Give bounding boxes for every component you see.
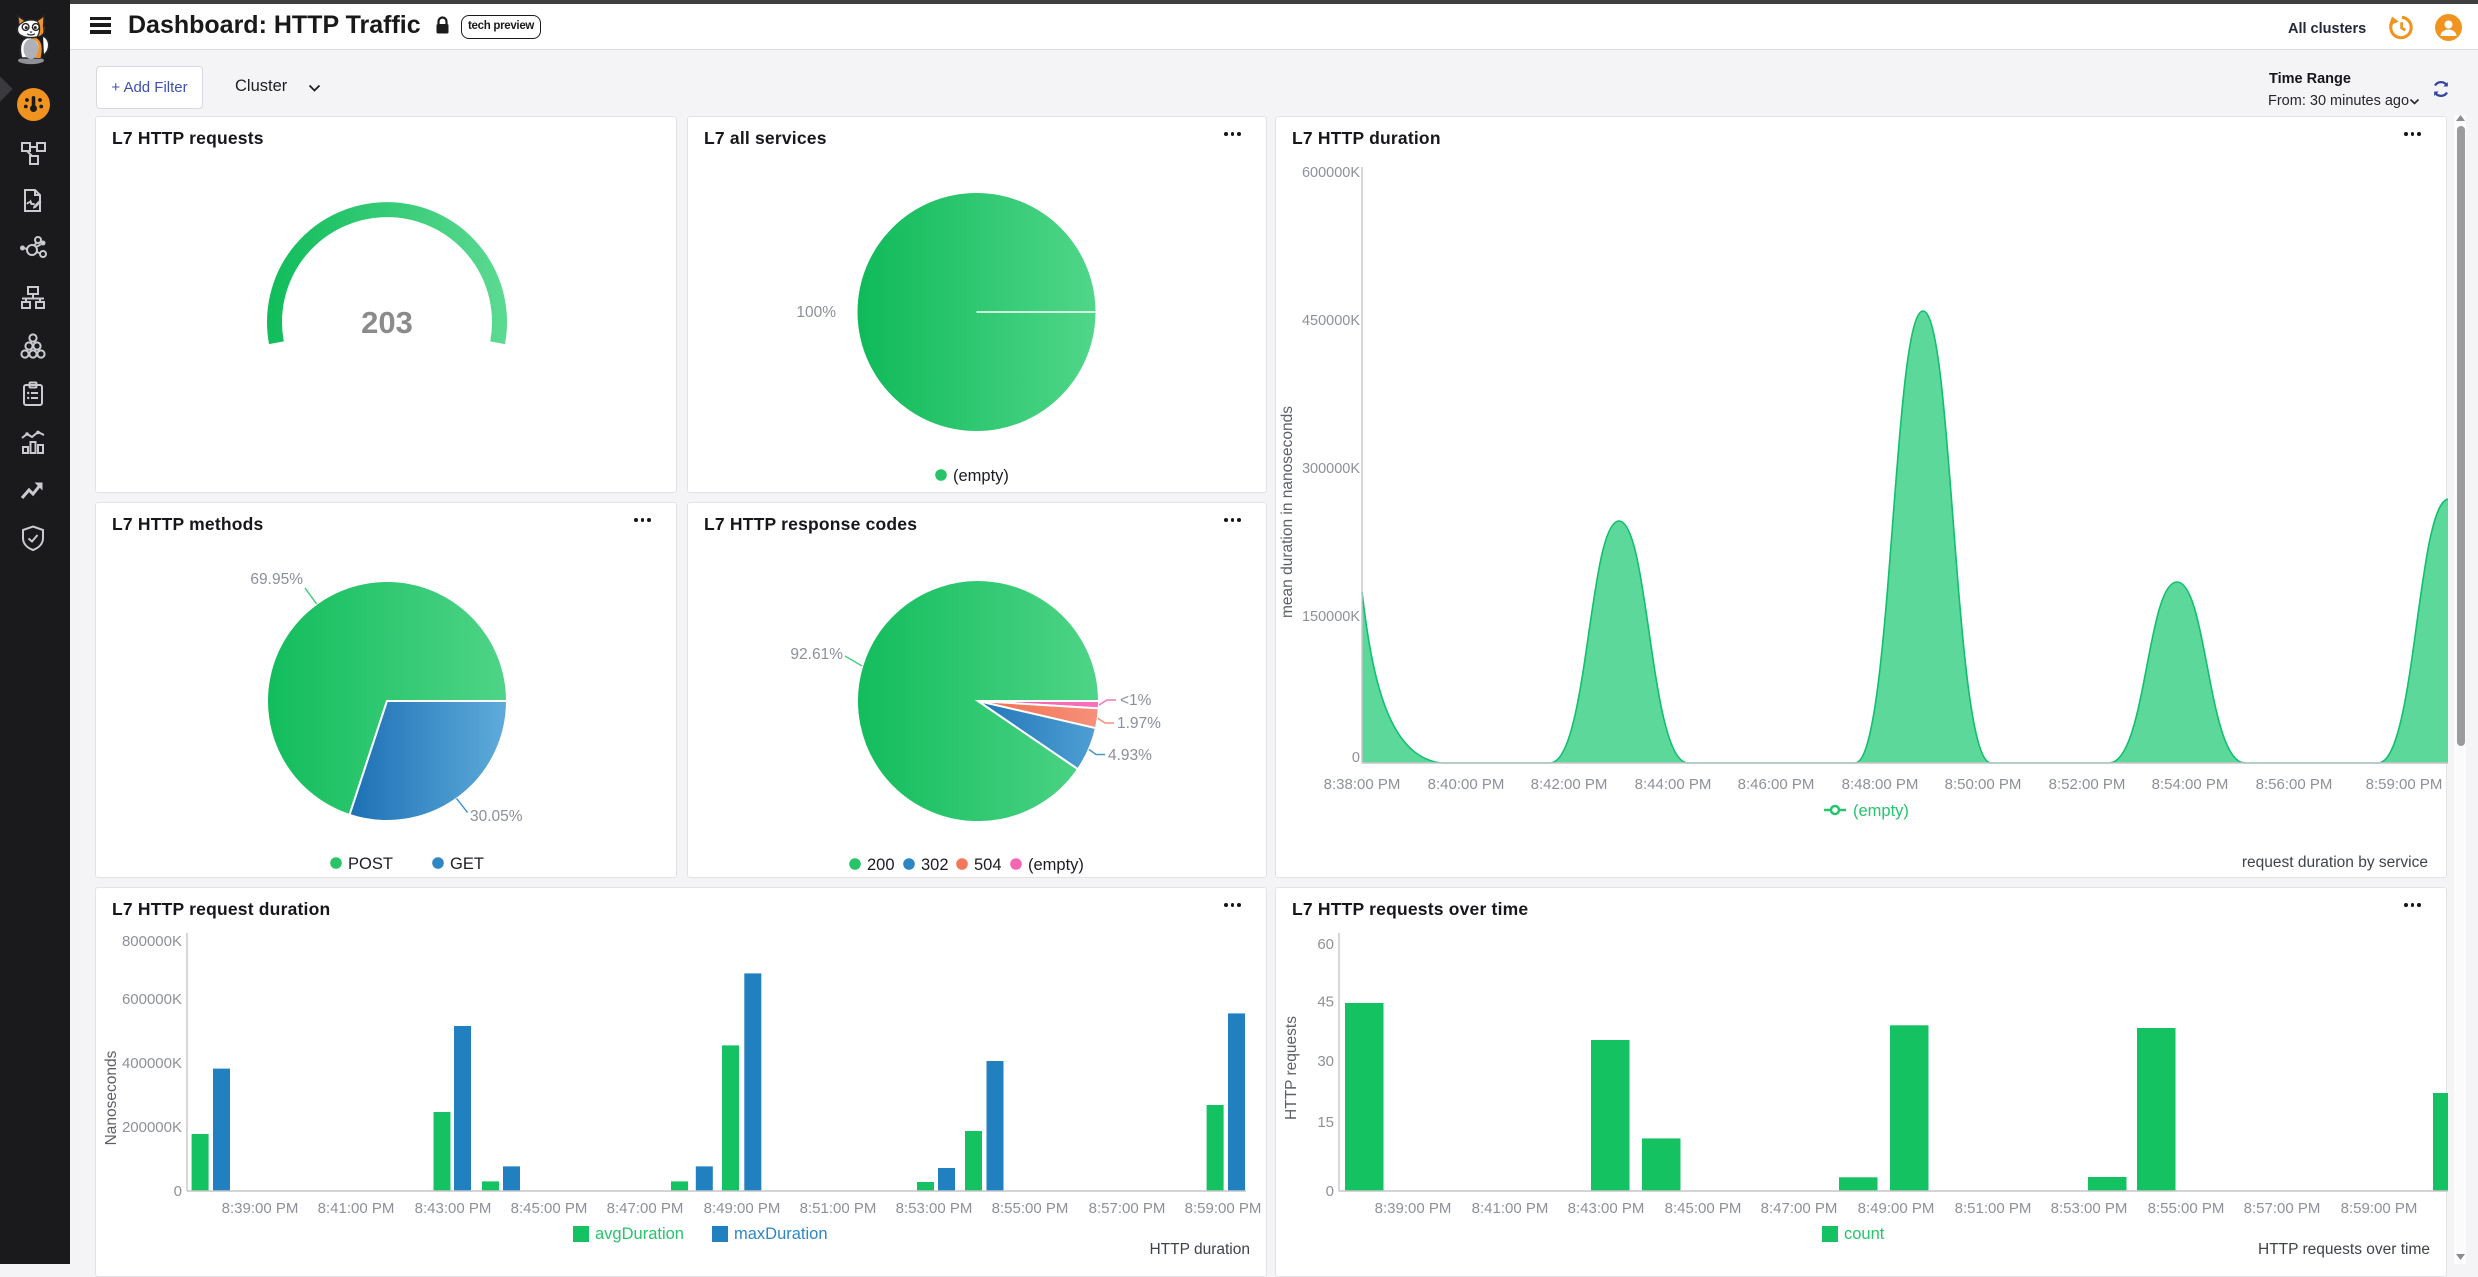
- svg-text:302: 302: [921, 856, 949, 874]
- svg-text:8:54:00 PM: 8:54:00 PM: [2152, 776, 2229, 793]
- svg-text:(empty): (empty): [1853, 802, 1909, 820]
- svg-text:0: 0: [174, 1183, 182, 1200]
- svg-text:600000K: 600000K: [1302, 165, 1360, 181]
- svg-text:30.05%: 30.05%: [470, 808, 523, 825]
- svg-text:8:56:00 PM: 8:56:00 PM: [2256, 776, 2333, 793]
- svg-text:800000K: 800000K: [122, 933, 182, 950]
- svg-text:1.97%: 1.97%: [1117, 715, 1161, 732]
- svg-text:8:50:00 PM: 8:50:00 PM: [1945, 776, 2022, 793]
- svg-text:<1%: <1%: [1120, 692, 1152, 709]
- svg-text:8:51:00 PM: 8:51:00 PM: [800, 1200, 877, 1217]
- svg-text:8:38:00 PM: 8:38:00 PM: [1324, 776, 1401, 793]
- svg-text:400000K: 400000K: [122, 1055, 182, 1072]
- svg-text:POST: POST: [348, 855, 393, 873]
- svg-text:(empty): (empty): [1028, 856, 1084, 874]
- svg-text:8:59:00 PM: 8:59:00 PM: [1185, 1200, 1262, 1217]
- svg-text:15: 15: [1317, 1114, 1334, 1131]
- svg-text:avgDuration: avgDuration: [595, 1225, 684, 1243]
- svg-text:8:43:00 PM: 8:43:00 PM: [1568, 1200, 1645, 1217]
- svg-text:8:59:00 PM: 8:59:00 PM: [2366, 776, 2443, 793]
- svg-text:8:59:00 PM: 8:59:00 PM: [2341, 1200, 2418, 1217]
- svg-text:8:47:00 PM: 8:47:00 PM: [1761, 1200, 1838, 1217]
- svg-text:200000K: 200000K: [122, 1119, 182, 1136]
- svg-text:GET: GET: [450, 855, 484, 873]
- svg-text:8:41:00 PM: 8:41:00 PM: [318, 1200, 395, 1217]
- svg-text:4.93%: 4.93%: [1108, 747, 1152, 764]
- svg-text:HTTP requests over time: HTTP requests over time: [2258, 1241, 2430, 1258]
- svg-text:8:55:00 PM: 8:55:00 PM: [2148, 1200, 2225, 1217]
- svg-text:100%: 100%: [796, 304, 836, 321]
- svg-text:8:47:00 PM: 8:47:00 PM: [607, 1200, 684, 1217]
- svg-text:8:57:00 PM: 8:57:00 PM: [2244, 1200, 2321, 1217]
- svg-text:Nanoseconds: Nanoseconds: [103, 1050, 120, 1145]
- svg-text:69.95%: 69.95%: [250, 571, 303, 588]
- svg-text:0: 0: [1326, 1183, 1334, 1200]
- svg-text:8:55:00 PM: 8:55:00 PM: [992, 1200, 1069, 1217]
- svg-text:450000K: 450000K: [1302, 313, 1360, 329]
- svg-text:8:48:00 PM: 8:48:00 PM: [1842, 776, 1919, 793]
- svg-text:8:45:00 PM: 8:45:00 PM: [1665, 1200, 1742, 1217]
- svg-text:8:57:00 PM: 8:57:00 PM: [1089, 1200, 1166, 1217]
- svg-text:200: 200: [867, 856, 895, 874]
- svg-text:mean duration in nanoseconds: mean duration in nanoseconds: [1279, 406, 1296, 618]
- svg-text:8:45:00 PM: 8:45:00 PM: [511, 1200, 588, 1217]
- svg-text:8:39:00 PM: 8:39:00 PM: [222, 1200, 299, 1217]
- svg-text:8:52:00 PM: 8:52:00 PM: [2049, 776, 2126, 793]
- svg-text:8:46:00 PM: 8:46:00 PM: [1738, 776, 1815, 793]
- svg-text:8:43:00 PM: 8:43:00 PM: [415, 1200, 492, 1217]
- svg-text:8:40:00 PM: 8:40:00 PM: [1428, 776, 1505, 793]
- svg-text:8:51:00 PM: 8:51:00 PM: [1955, 1200, 2032, 1217]
- svg-text:203: 203: [361, 305, 413, 340]
- svg-text:8:53:00 PM: 8:53:00 PM: [896, 1200, 973, 1217]
- svg-text:count: count: [1844, 1225, 1885, 1243]
- svg-text:8:41:00 PM: 8:41:00 PM: [1472, 1200, 1549, 1217]
- svg-text:request duration by service: request duration by service: [2242, 854, 2428, 871]
- svg-text:504: 504: [974, 856, 1002, 874]
- svg-text:8:44:00 PM: 8:44:00 PM: [1635, 776, 1712, 793]
- svg-text:8:53:00 PM: 8:53:00 PM: [2051, 1200, 2128, 1217]
- svg-text:HTTP requests: HTTP requests: [1283, 1016, 1300, 1120]
- svg-text:300000K: 300000K: [1302, 461, 1360, 477]
- svg-text:45: 45: [1317, 994, 1334, 1011]
- svg-text:8:39:00 PM: 8:39:00 PM: [1375, 1200, 1452, 1217]
- svg-text:maxDuration: maxDuration: [734, 1225, 828, 1243]
- svg-text:8:49:00 PM: 8:49:00 PM: [704, 1200, 781, 1217]
- svg-text:92.61%: 92.61%: [790, 646, 843, 663]
- svg-text:8:49:00 PM: 8:49:00 PM: [1858, 1200, 1935, 1217]
- svg-text:150000K: 150000K: [1302, 609, 1360, 625]
- svg-text:60: 60: [1317, 936, 1334, 953]
- svg-text:600000K: 600000K: [122, 991, 182, 1008]
- svg-text:0: 0: [1352, 750, 1360, 766]
- svg-text:30: 30: [1317, 1053, 1334, 1070]
- svg-text:8:42:00 PM: 8:42:00 PM: [1531, 776, 1608, 793]
- svg-text:HTTP duration: HTTP duration: [1149, 1241, 1250, 1258]
- svg-text:(empty): (empty): [953, 467, 1009, 485]
